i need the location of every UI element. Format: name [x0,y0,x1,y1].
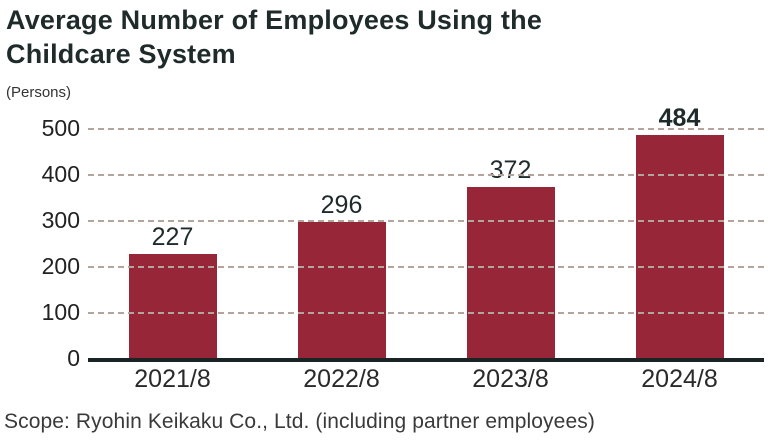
y-tick-label-300: 300 [41,207,80,233]
chart-title-line-1: Average Number of Employees Using the [6,5,543,35]
chart-title-line-2: Childcare System [6,39,236,69]
y-tick-label-200: 200 [41,253,80,279]
y-tick-label-500: 500 [41,115,80,141]
plot-area: 227 2021/8 296 2022/8 372 2023/8 484 2024/8 [88,104,764,393]
bar-column-2024/8: 484 2024/8 [595,104,764,393]
x-tick-label-2024/8: 2024/8 [641,365,718,393]
x-tick-label-2022/8: 2022/8 [303,365,380,393]
bar-2022/8 [297,221,386,358]
bar-2023/8 [466,186,555,358]
bar-2024/8 [635,135,724,358]
y-tick-label-400: 400 [41,161,80,187]
bar-columns: 227 2021/8 296 2022/8 372 2023/8 484 2024/8 [88,104,764,393]
y-tick-label-0: 0 [67,345,80,371]
gridline-500 [88,128,764,130]
chart-title: Average Number of Employees Using the Ch… [6,3,542,71]
x-tick-label-2021/8: 2021/8 [134,365,211,393]
gridline-100 [88,312,764,314]
gridline-300 [88,220,764,222]
bar-column-2021/8: 227 2021/8 [88,128,257,393]
x-tick-label-2023/8: 2023/8 [472,365,549,393]
scope-note: Scope: Ryohin Keikaku Co., Ltd. (includi… [4,410,595,433]
gridline-400 [88,174,764,176]
gridline-200 [88,266,764,268]
value-label-2022/8: 296 [320,190,363,219]
y-tick-label-100: 100 [41,299,80,325]
y-axis-unit-label: (Persons) [6,84,72,101]
bar-column-2022/8: 296 2022/8 [257,128,426,393]
value-label-2024/8: 484 [658,104,701,133]
value-label-2023/8: 372 [489,155,532,184]
bar-column-2023/8: 372 2023/8 [426,128,595,393]
value-label-2021/8: 227 [151,222,194,251]
bar-2021/8 [128,253,217,358]
